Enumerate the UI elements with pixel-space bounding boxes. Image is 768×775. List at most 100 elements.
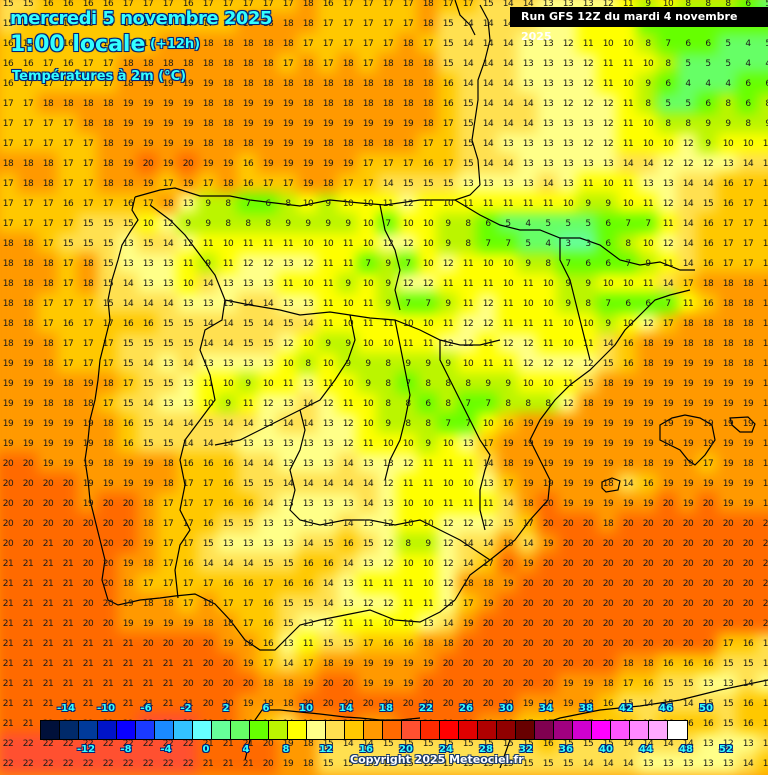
temperature-value: 14: [622, 759, 634, 769]
temperature-value: 10: [302, 239, 314, 249]
temperature-value: 20: [662, 599, 674, 609]
temperature-value: 11: [522, 199, 534, 209]
temperature-value: 17: [2, 219, 14, 229]
temperature-value: 7: [405, 299, 411, 309]
temperature-value: 19: [282, 159, 294, 169]
temperature-value: 19: [262, 139, 274, 149]
temperature-value: 14: [302, 319, 314, 329]
temperature-value: 19: [742, 439, 754, 449]
temperature-value: 15: [82, 219, 94, 229]
temperature-value: 20: [602, 599, 614, 609]
temperature-value: 13: [242, 279, 254, 289]
temperature-value: 21: [62, 639, 74, 649]
temperature-value: 17: [742, 239, 754, 249]
temperature-value: 18: [2, 159, 14, 169]
temperature-value: 21: [2, 639, 14, 649]
temperature-value: 22: [182, 739, 194, 749]
temperature-value: 18: [602, 519, 614, 529]
temperature-value: 10: [622, 279, 634, 289]
temperature-value: 18: [262, 59, 274, 69]
legend-tick-label: 0: [202, 744, 210, 755]
temperature-value: 14: [682, 179, 694, 189]
temperature-value: 15: [282, 619, 294, 629]
temperature-value: 11: [482, 359, 494, 369]
temperature-value: 17: [162, 179, 174, 189]
temperature-value: 13: [182, 299, 194, 309]
temperature-value: 18: [602, 379, 614, 389]
temperature-value: 16: [742, 699, 754, 709]
temperature-value: 20: [522, 579, 534, 589]
temperature-value: 18: [762, 359, 768, 369]
temperature-value: 22: [22, 739, 34, 749]
temperature-value: 19: [722, 459, 734, 469]
temperature-value: 20: [202, 659, 214, 669]
temperature-value: 19: [522, 699, 534, 709]
temperature-value: 17: [182, 539, 194, 549]
temperature-value: 17: [42, 199, 54, 209]
temperature-value: 20: [662, 499, 674, 509]
temperature-value: 4: [745, 39, 751, 49]
temperature-value: 8: [705, 0, 711, 9]
temperature-value: 12: [382, 519, 394, 529]
legend-swatch: [345, 721, 364, 739]
temperature-value: 13: [482, 479, 494, 489]
legend-swatch: [592, 721, 611, 739]
temperature-value: 17: [42, 219, 54, 229]
temperature-value: 16: [302, 579, 314, 589]
temperature-value: 21: [202, 739, 214, 749]
temperature-value: 13: [522, 79, 534, 89]
temperature-value: 13: [562, 0, 574, 9]
temperature-value: 18: [242, 639, 254, 649]
temperature-value: 11: [202, 379, 214, 389]
legend-swatch: [497, 721, 516, 739]
temperature-value: 13: [462, 179, 474, 189]
temperature-value: 17: [62, 119, 74, 129]
temperature-value: 16: [682, 659, 694, 669]
temperature-value: 17: [162, 519, 174, 529]
temperature-value: 17: [262, 659, 274, 669]
temperature-value: 19: [222, 639, 234, 649]
temperature-value: 22: [62, 739, 74, 749]
temperature-value: 17: [122, 39, 134, 49]
temperature-value: 14: [502, 79, 514, 89]
temperature-value: 19: [562, 679, 574, 689]
temperature-value: 13: [322, 499, 334, 509]
temperature-value: 21: [82, 659, 94, 669]
temperature-value: 19: [662, 419, 674, 429]
temperature-value: 21: [62, 659, 74, 669]
temperature-value: 19: [562, 479, 574, 489]
temperature-value: 10: [362, 339, 374, 349]
temperature-value: 20: [222, 679, 234, 689]
temperature-value: 18: [362, 139, 374, 149]
temperature-value: 10: [402, 499, 414, 509]
temperature-value: 20: [622, 559, 634, 569]
temperature-value: 11: [482, 199, 494, 209]
temperature-value: 14: [282, 419, 294, 429]
temperature-value: 17: [342, 19, 354, 29]
temperature-value: 14: [322, 479, 334, 489]
temperature-value: 14: [662, 279, 674, 289]
temperature-value: 18: [302, 739, 314, 749]
temperature-value: 19: [182, 99, 194, 109]
temperature-value: 11: [282, 279, 294, 289]
temperature-value: 11: [182, 259, 194, 269]
temperature-value: 15: [502, 759, 514, 769]
temperature-value: 15: [462, 759, 474, 769]
temperature-value: 17: [362, 59, 374, 69]
temperature-value: 8: [725, 0, 731, 9]
temperature-value: 7: [565, 259, 571, 269]
temperature-value: 19: [562, 419, 574, 429]
temperature-value: 12: [322, 619, 334, 629]
temperature-value: 21: [202, 759, 214, 769]
temperature-value: 7: [465, 419, 471, 429]
legend-swatch: [573, 721, 592, 739]
legend-swatch: [117, 721, 136, 739]
temperature-value: 11: [342, 619, 354, 629]
temperature-value: 18: [222, 99, 234, 109]
temperature-value: 20: [2, 519, 14, 529]
temperature-value: 9: [645, 79, 651, 89]
temperature-value: 20: [42, 499, 54, 509]
temperature-value: 20: [82, 539, 94, 549]
legend-tick-label: 18: [379, 703, 393, 714]
temperature-value: 17: [722, 219, 734, 229]
